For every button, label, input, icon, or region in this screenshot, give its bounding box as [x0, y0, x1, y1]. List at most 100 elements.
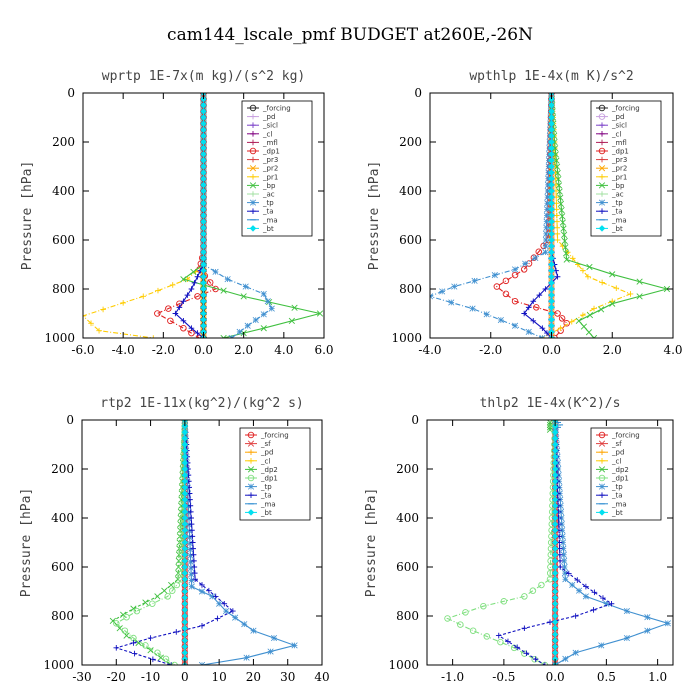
data-point: [181, 643, 189, 650]
data-point: [194, 330, 201, 336]
data-point: [551, 625, 559, 632]
data-point: [130, 640, 137, 646]
y-tick-label: 800: [51, 609, 74, 623]
legend-label: _ta: [611, 492, 623, 500]
data-point: [167, 317, 174, 325]
data-point: [511, 322, 519, 329]
data-point: [559, 219, 566, 226]
legend-label: _ac: [611, 191, 624, 199]
data-point: [561, 563, 568, 571]
data-point: [544, 181, 552, 188]
data-point: [181, 422, 189, 430]
data-point: [561, 557, 568, 564]
data-point: [565, 570, 572, 577]
figure-title: cam144_lscale_pmf BUDGET at260E,-26N: [167, 25, 533, 45]
legend-marker: [599, 208, 605, 214]
x-tick-label: 2.0: [234, 343, 253, 357]
y-tick-label: 400: [399, 184, 422, 198]
data-point: [548, 120, 555, 127]
y-tick-label: 600: [396, 560, 419, 574]
legend-marker: [598, 225, 606, 232]
data-point: [181, 637, 189, 644]
data-point: [206, 279, 214, 286]
data-point: [551, 520, 559, 528]
data-point: [184, 276, 191, 282]
x-tick-label: 4.0: [663, 343, 682, 357]
data-point: [548, 304, 555, 311]
data-point: [548, 175, 555, 182]
data-point: [551, 551, 559, 558]
data-point: [243, 654, 250, 661]
data-point: [551, 465, 559, 473]
data-point: [264, 298, 271, 305]
data-point: [161, 587, 168, 594]
y-tick-label: 0: [411, 413, 419, 427]
legend-marker: [250, 174, 256, 180]
legend: _forcing_pd_sicl_cl_mfl_dp1_pr3_pr2_pr1_…: [241, 100, 313, 237]
data-point: [554, 212, 560, 219]
data-point: [572, 613, 579, 619]
data-point: [533, 304, 540, 311]
legend: _forcing_sf_pd_cl_dp2_dp1_tp_ta_ma_bt: [239, 427, 311, 521]
data-point: [181, 569, 189, 577]
data-point: [181, 606, 189, 614]
data-point: [214, 615, 221, 622]
data-point: [585, 329, 593, 336]
data-point: [548, 298, 555, 305]
legend-label: _pd: [611, 449, 624, 457]
legend-label: _pr2: [262, 165, 278, 173]
data-point: [187, 509, 194, 515]
data-point: [149, 600, 156, 608]
legend-marker: [598, 182, 606, 189]
data-point: [181, 508, 189, 516]
data-point: [186, 527, 193, 535]
data-point: [181, 594, 189, 601]
legend-label: _dp1: [262, 148, 280, 156]
data-point: [216, 600, 223, 607]
data-point: [551, 334, 558, 338]
data-point: [200, 285, 207, 293]
data-point: [181, 435, 189, 442]
data-point: [185, 509, 192, 516]
data-point: [574, 577, 581, 583]
data-point: [288, 317, 295, 324]
legend-marker: [598, 104, 606, 112]
data-point: [113, 620, 120, 627]
data-point: [200, 230, 207, 238]
data-point: [181, 514, 189, 522]
data-point: [291, 304, 298, 311]
data-point: [585, 273, 591, 280]
y-tick-label: 800: [399, 282, 422, 296]
data-point: [194, 273, 201, 280]
data-point: [554, 224, 560, 231]
series-group: [83, 93, 324, 338]
data-point: [181, 545, 189, 552]
y-tick-label: 0: [67, 86, 75, 100]
data-point: [559, 213, 566, 220]
legend-label: _ma: [611, 216, 627, 224]
data-point: [551, 508, 559, 516]
data-point: [497, 316, 504, 324]
data-point: [194, 293, 201, 300]
data-point: [221, 600, 228, 607]
chart-panel-4: thlp2 1E-4x(K^2)/s Pressure [hPa] -1.0 -0.5…: [364, 396, 674, 684]
data-point: [188, 521, 195, 527]
data-point: [188, 286, 195, 292]
data-point: [548, 138, 555, 146]
data-point: [644, 614, 651, 621]
data-point: [181, 459, 189, 467]
data-point: [200, 157, 207, 164]
data-point: [636, 278, 643, 285]
data-point: [199, 582, 205, 588]
data-point: [181, 453, 189, 460]
data-point: [551, 631, 559, 638]
data-point: [267, 648, 274, 655]
data-point: [116, 625, 123, 632]
data-point: [551, 588, 559, 595]
data-point: [457, 621, 464, 628]
x-tick-label: -2.0: [152, 343, 175, 357]
data-point: [551, 569, 559, 577]
legend-label: _pr3: [611, 156, 627, 164]
x-tick-label: -0.5: [492, 670, 515, 684]
